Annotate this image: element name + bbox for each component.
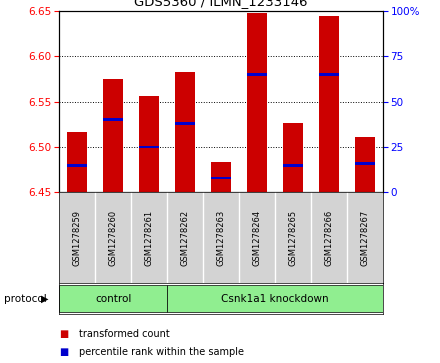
Bar [211, 162, 231, 192]
Bar [247, 13, 267, 192]
Bar [167, 285, 383, 313]
Text: control: control [95, 294, 132, 303]
Text: Csnk1a1 knockdown: Csnk1a1 knockdown [221, 294, 329, 303]
Bar [283, 164, 303, 167]
Bar [103, 118, 123, 121]
Text: GSM1278259: GSM1278259 [73, 210, 82, 266]
Bar [355, 137, 375, 192]
Bar [67, 164, 87, 167]
Text: GSM1278263: GSM1278263 [216, 210, 226, 266]
Text: transformed count: transformed count [79, 329, 170, 339]
Bar [67, 132, 87, 192]
Text: GSM1278260: GSM1278260 [109, 210, 118, 266]
Bar [211, 176, 231, 179]
Bar [139, 146, 159, 148]
Text: GSM1278267: GSM1278267 [360, 210, 369, 266]
Bar [139, 96, 159, 192]
Title: GDS5360 / ILMN_1233146: GDS5360 / ILMN_1233146 [134, 0, 308, 8]
Text: GSM1278262: GSM1278262 [181, 210, 190, 266]
Text: protocol: protocol [4, 294, 47, 303]
Bar [355, 162, 375, 165]
Text: GSM1278264: GSM1278264 [253, 210, 261, 266]
Bar [175, 72, 195, 192]
Bar [319, 16, 339, 192]
Text: ▶: ▶ [41, 294, 48, 303]
Text: GSM1278265: GSM1278265 [289, 210, 297, 266]
Bar [103, 79, 123, 192]
Text: ■: ■ [59, 347, 69, 357]
Bar [175, 122, 195, 125]
Text: GSM1278261: GSM1278261 [145, 210, 154, 266]
Bar [283, 123, 303, 192]
Bar [319, 73, 339, 76]
Bar [247, 73, 267, 76]
Text: percentile rank within the sample: percentile rank within the sample [79, 347, 244, 357]
Bar [59, 285, 167, 313]
Text: ■: ■ [59, 329, 69, 339]
Text: GSM1278266: GSM1278266 [324, 210, 334, 266]
